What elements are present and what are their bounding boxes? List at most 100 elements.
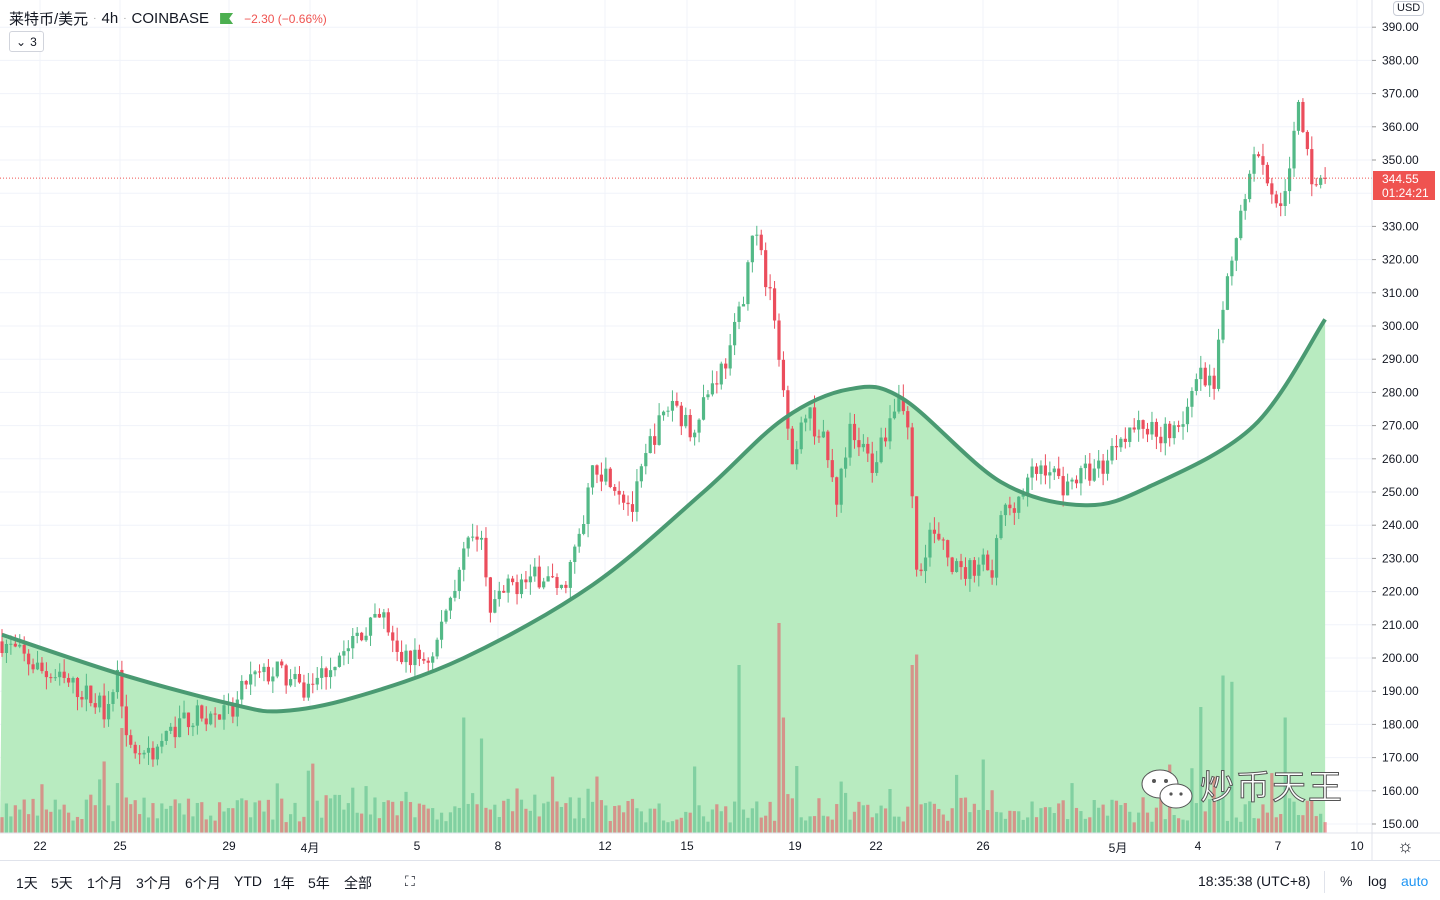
volume-bar xyxy=(471,793,475,833)
volume-bar xyxy=(684,811,688,833)
auto-scale-button[interactable]: auto xyxy=(1401,873,1429,889)
volume-bar xyxy=(204,819,208,833)
candle-body xyxy=(1190,390,1194,407)
symbol-legend: 莱特币/美元 · 4h · COINBASE −2.30 (−0.66%) xyxy=(9,8,327,29)
range-button[interactable]: 1年 xyxy=(273,875,295,891)
date-range-calendar-icon[interactable]: ⛶ xyxy=(405,873,415,889)
candle-body xyxy=(342,651,346,656)
candle-body xyxy=(892,411,897,419)
candle-body xyxy=(0,641,4,654)
log-scale-button[interactable]: log xyxy=(1368,873,1387,889)
price-chart[interactable]: 390.00 380.00 370.00 360.00 350.00 330.00 320.… xyxy=(0,0,1440,860)
volume-bar xyxy=(990,790,994,833)
volume-bar xyxy=(1021,819,1025,833)
currency-button[interactable]: USD xyxy=(1393,1,1425,16)
indicators-toggle-button[interactable]: ⌄ 3 xyxy=(9,31,44,52)
candle-body xyxy=(1105,460,1110,474)
volume-bar xyxy=(728,822,732,833)
candle-body xyxy=(1230,260,1234,277)
price-label: 200.00 xyxy=(1382,651,1419,665)
candle-body xyxy=(764,250,768,288)
candle-body xyxy=(830,460,834,478)
candle-body xyxy=(1097,460,1101,469)
candle-body xyxy=(857,440,861,448)
price-label: 280.00 xyxy=(1382,385,1419,399)
range-button[interactable]: 全部 xyxy=(344,875,372,891)
candle-body xyxy=(1177,425,1181,427)
volume-bar xyxy=(586,788,590,833)
candle-body xyxy=(524,579,528,583)
candle-body xyxy=(1292,130,1296,169)
candle-body xyxy=(1110,445,1114,461)
volume-bar xyxy=(1012,811,1016,833)
candle-body xyxy=(62,671,66,678)
range-button[interactable]: 5年 xyxy=(308,875,330,891)
volume-bar xyxy=(1048,807,1052,833)
volume-bar xyxy=(861,805,865,833)
percent-scale-button[interactable]: % xyxy=(1340,873,1353,889)
candle-body xyxy=(1185,406,1190,425)
price-label: 270.00 xyxy=(1382,419,1419,433)
candle-body xyxy=(1163,423,1167,444)
candle-body xyxy=(946,540,950,558)
candle-body xyxy=(169,726,173,731)
volume-bar xyxy=(1194,803,1198,833)
candle-body xyxy=(906,411,910,428)
candle-body xyxy=(1234,238,1238,261)
candle-body xyxy=(750,235,754,263)
time-label: 29 xyxy=(222,839,236,853)
volume-bar xyxy=(1137,812,1141,833)
volume-bar xyxy=(994,811,999,833)
candle-body xyxy=(990,570,994,578)
candle-body xyxy=(670,400,675,411)
candle-body xyxy=(1216,339,1221,389)
volume-bar xyxy=(320,817,324,833)
candle-body xyxy=(9,643,13,645)
volume-bar xyxy=(400,801,404,833)
candle-body xyxy=(1283,191,1287,207)
candle-body xyxy=(941,539,945,541)
candle-body xyxy=(1305,131,1309,150)
time-axis[interactable]: 22 25 29 4月 5 8 12 15 19 22 26 5月 4 7 10 xyxy=(0,833,1372,860)
candle-body xyxy=(413,649,417,666)
candle-body xyxy=(728,345,732,369)
volume-bar xyxy=(1079,811,1083,833)
candle-body xyxy=(1088,463,1092,481)
volume-bar xyxy=(182,814,186,833)
symbol-name[interactable]: 莱特币/美元 xyxy=(9,11,89,28)
candle-body xyxy=(1172,425,1176,439)
candle-body xyxy=(435,639,439,657)
settings-gear-icon[interactable]: ☼ xyxy=(1397,836,1414,856)
volume-bar xyxy=(173,799,177,833)
price-label: 310.00 xyxy=(1382,286,1419,300)
volume-bar xyxy=(595,776,599,833)
candle-body xyxy=(355,632,359,637)
volume-bar xyxy=(719,811,723,833)
range-button[interactable]: 5天 xyxy=(51,875,73,891)
range-button[interactable]: 3个月 xyxy=(136,875,172,891)
range-button[interactable]: 1个月 xyxy=(87,875,123,891)
volume-bar xyxy=(1248,801,1252,833)
volume-bar xyxy=(737,665,741,833)
candle-body xyxy=(679,405,683,427)
volume-bar xyxy=(1208,799,1212,833)
volume-bar xyxy=(790,798,794,833)
candle-body xyxy=(80,697,84,700)
range-button[interactable]: 6个月 xyxy=(185,875,221,891)
candle-body xyxy=(284,665,288,686)
candle-body xyxy=(1079,468,1083,484)
candle-body xyxy=(71,677,75,683)
volume-bar xyxy=(84,799,88,833)
range-button[interactable]: YTD xyxy=(234,873,262,889)
candle-body xyxy=(1119,438,1123,448)
clock[interactable]: 18:35:38 (UTC+8) xyxy=(1198,873,1311,889)
candle-body xyxy=(555,577,559,588)
candle-body xyxy=(306,683,310,698)
range-button[interactable]: 1天 xyxy=(16,875,38,891)
time-label: 5月 xyxy=(1108,841,1128,855)
candle-body xyxy=(186,712,191,728)
volume-bar xyxy=(475,804,479,833)
volume-bar xyxy=(315,800,319,833)
indicators-count: 3 xyxy=(30,34,37,49)
volume-bar xyxy=(355,812,359,833)
